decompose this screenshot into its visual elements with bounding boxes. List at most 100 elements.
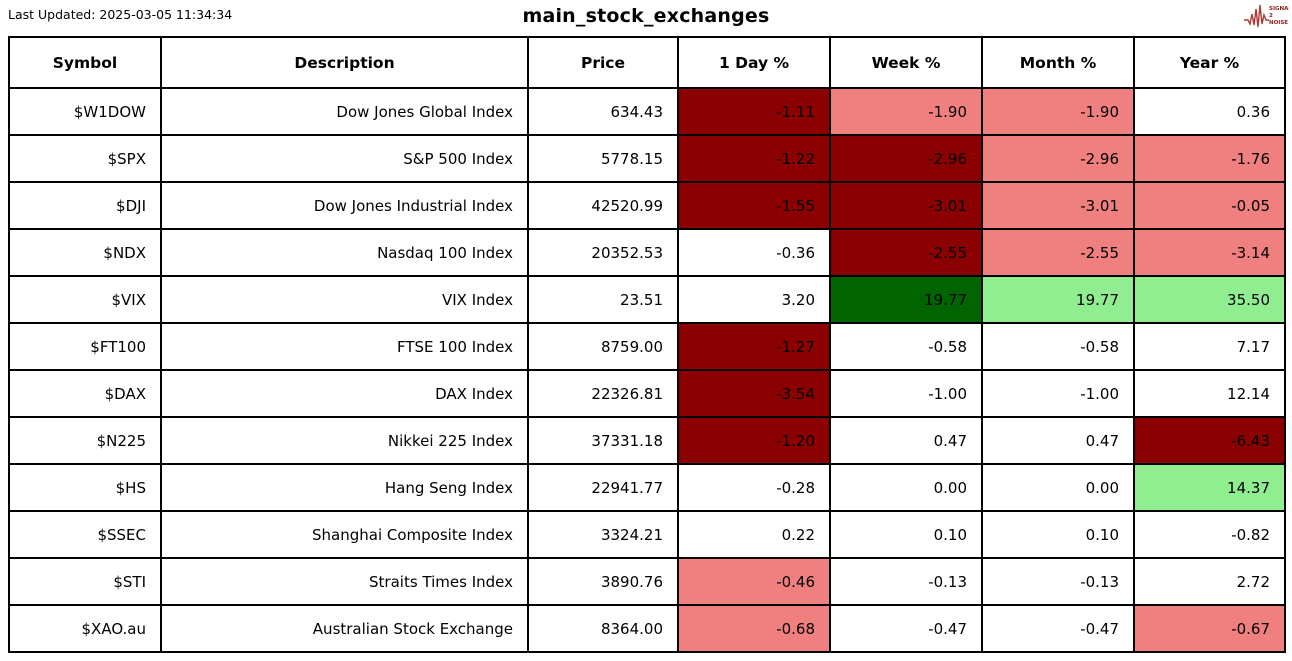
day-pct-cell: -0.36: [677, 228, 831, 277]
month-pct-cell: -2.55: [981, 228, 1135, 277]
table-row: $DAX DAX Index 22326.81 -3.54 -1.00 -1.0…: [8, 369, 1286, 418]
description-cell: Nikkei 225 Index: [160, 416, 529, 465]
month-pct-cell: -2.96: [981, 134, 1135, 183]
description-cell: S&P 500 Index: [160, 134, 529, 183]
year-pct-cell: -1.76: [1133, 134, 1286, 183]
symbol-cell: $NDX: [8, 228, 162, 277]
month-pct-cell: -0.13: [981, 557, 1135, 606]
column-header-year: Year %: [1133, 36, 1286, 89]
year-pct-cell: 35.50: [1133, 275, 1286, 324]
last-updated-timestamp: Last Updated: 2025-03-05 11:34:34: [8, 7, 233, 22]
logo-text-line1: SIGNAL: [1269, 6, 1289, 12]
year-pct-cell: -0.67: [1133, 604, 1286, 653]
price-cell: 22941.77: [527, 463, 679, 512]
symbol-cell: $XAO.au: [8, 604, 162, 653]
symbol-cell: $SSEC: [8, 510, 162, 559]
day-pct-cell: -1.27: [677, 322, 831, 371]
week-pct-cell: -2.96: [829, 134, 983, 183]
price-cell: 3890.76: [527, 557, 679, 606]
page-title: main_stock_exchanges: [522, 5, 770, 27]
week-pct-cell: 0.00: [829, 463, 983, 512]
year-pct-cell: -0.05: [1133, 181, 1286, 230]
table-row: $W1DOW Dow Jones Global Index 634.43 -1.…: [8, 87, 1286, 136]
description-cell: Straits Times Index: [160, 557, 529, 606]
price-cell: 22326.81: [527, 369, 679, 418]
week-pct-cell: -0.13: [829, 557, 983, 606]
month-pct-cell: 0.00: [981, 463, 1135, 512]
price-cell: 8364.00: [527, 604, 679, 653]
description-cell: Shanghai Composite Index: [160, 510, 529, 559]
table-row: $HS Hang Seng Index 22941.77 -0.28 0.00 …: [8, 463, 1286, 512]
day-pct-cell: -1.11: [677, 87, 831, 136]
month-pct-cell: -0.47: [981, 604, 1135, 653]
year-pct-cell: 14.37: [1133, 463, 1286, 512]
month-pct-cell: -3.01: [981, 181, 1135, 230]
column-header-price: Price: [527, 36, 679, 89]
description-cell: Hang Seng Index: [160, 463, 529, 512]
year-pct-cell: 12.14: [1133, 369, 1286, 418]
signal2noise-logo: SIGNAL 2 NOISE: [1244, 4, 1289, 28]
week-pct-cell: 19.77: [829, 275, 983, 324]
logo-text-line2: 2: [1269, 13, 1273, 19]
symbol-cell: $HS: [8, 463, 162, 512]
year-pct-cell: 7.17: [1133, 322, 1286, 371]
day-pct-cell: -0.46: [677, 557, 831, 606]
year-pct-cell: -6.43: [1133, 416, 1286, 465]
month-pct-cell: 0.10: [981, 510, 1135, 559]
price-cell: 20352.53: [527, 228, 679, 277]
day-pct-cell: -1.55: [677, 181, 831, 230]
pulse-waveform-icon: [1244, 4, 1269, 28]
column-header-description: Description: [160, 36, 529, 89]
week-pct-cell: 0.10: [829, 510, 983, 559]
price-cell: 3324.21: [527, 510, 679, 559]
year-pct-cell: 0.36: [1133, 87, 1286, 136]
week-pct-cell: -3.01: [829, 181, 983, 230]
month-pct-cell: 19.77: [981, 275, 1135, 324]
price-cell: 8759.00: [527, 322, 679, 371]
column-header-day: 1 Day %: [677, 36, 831, 89]
week-pct-cell: -0.58: [829, 322, 983, 371]
symbol-cell: $FT100: [8, 322, 162, 371]
table-row: $VIX VIX Index 23.51 3.20 19.77 19.77 35…: [8, 275, 1286, 324]
week-pct-cell: -1.90: [829, 87, 983, 136]
year-pct-cell: -3.14: [1133, 228, 1286, 277]
day-pct-cell: 3.20: [677, 275, 831, 324]
table-row: $SPX S&P 500 Index 5778.15 -1.22 -2.96 -…: [8, 134, 1286, 183]
price-cell: 42520.99: [527, 181, 679, 230]
description-cell: DAX Index: [160, 369, 529, 418]
header-row: Symbol Description Price 1 Day % Week % …: [8, 36, 1286, 89]
day-pct-cell: -0.68: [677, 604, 831, 653]
month-pct-cell: 0.47: [981, 416, 1135, 465]
week-pct-cell: -0.47: [829, 604, 983, 653]
symbol-cell: $DAX: [8, 369, 162, 418]
symbol-cell: $W1DOW: [8, 87, 162, 136]
year-pct-cell: 2.72: [1133, 557, 1286, 606]
description-cell: Nasdaq 100 Index: [160, 228, 529, 277]
price-cell: 634.43: [527, 87, 679, 136]
description-cell: Australian Stock Exchange: [160, 604, 529, 653]
description-cell: Dow Jones Global Index: [160, 87, 529, 136]
symbol-cell: $VIX: [8, 275, 162, 324]
table-row: $NDX Nasdaq 100 Index 20352.53 -0.36 -2.…: [8, 228, 1286, 277]
month-pct-cell: -1.90: [981, 87, 1135, 136]
week-pct-cell: -1.00: [829, 369, 983, 418]
column-header-symbol: Symbol: [8, 36, 162, 89]
description-cell: Dow Jones Industrial Index: [160, 181, 529, 230]
table-row: $SSEC Shanghai Composite Index 3324.21 0…: [8, 510, 1286, 559]
price-cell: 5778.15: [527, 134, 679, 183]
symbol-cell: $SPX: [8, 134, 162, 183]
day-pct-cell: -1.22: [677, 134, 831, 183]
table-row: $FT100 FTSE 100 Index 8759.00 -1.27 -0.5…: [8, 322, 1286, 371]
column-header-month: Month %: [981, 36, 1135, 89]
logo-text-line3: NOISE: [1269, 20, 1288, 26]
symbol-cell: $STI: [8, 557, 162, 606]
price-cell: 37331.18: [527, 416, 679, 465]
month-pct-cell: -0.58: [981, 322, 1135, 371]
week-pct-cell: -2.55: [829, 228, 983, 277]
symbol-cell: $N225: [8, 416, 162, 465]
table-row: $N225 Nikkei 225 Index 37331.18 -1.20 0.…: [8, 416, 1286, 465]
day-pct-cell: 0.22: [677, 510, 831, 559]
description-cell: VIX Index: [160, 275, 529, 324]
stock-exchanges-table: Symbol Description Price 1 Day % Week % …: [8, 36, 1286, 653]
description-cell: FTSE 100 Index: [160, 322, 529, 371]
